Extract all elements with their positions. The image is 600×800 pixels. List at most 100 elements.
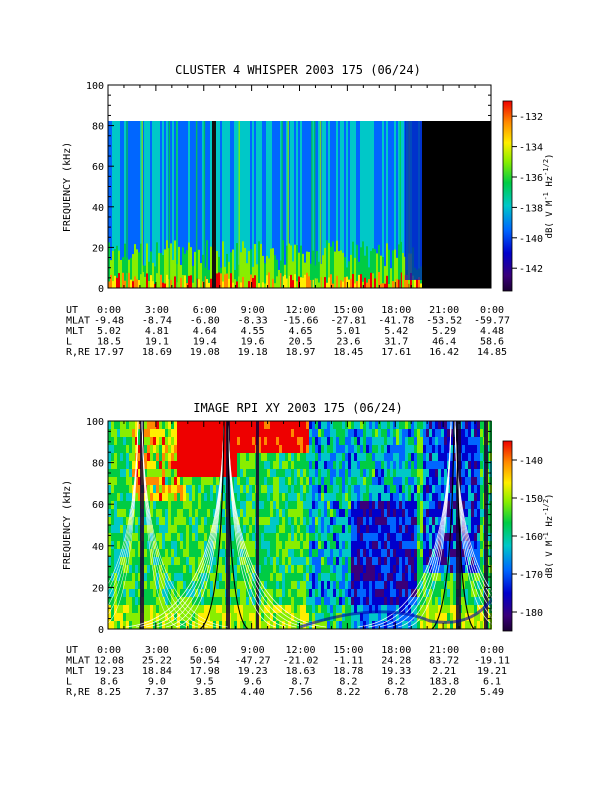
spectrogram-cell	[342, 509, 345, 518]
spectrogram-cell	[126, 525, 129, 534]
spectrogram-cell	[147, 421, 150, 430]
spectrogram-cell	[258, 453, 261, 462]
spectrogram-cell	[282, 621, 285, 630]
spectrogram-cell	[246, 437, 249, 446]
spectrogram-cell	[153, 453, 156, 462]
spectrogram-band	[282, 240, 284, 288]
spectrogram-column	[218, 121, 220, 288]
spectrogram-cell	[288, 437, 291, 446]
spectrogram-cell	[174, 557, 177, 566]
spectrogram-column	[262, 121, 264, 288]
spectrogram-cell	[207, 613, 210, 622]
spectrogram-band	[312, 279, 314, 288]
spectrogram-cell	[231, 477, 234, 486]
spectrogram-cell	[345, 549, 348, 558]
spectrogram-cell	[330, 541, 333, 550]
spectrogram-band	[150, 275, 152, 288]
spectrogram-cell	[138, 509, 141, 518]
spectrogram-cell	[432, 613, 435, 622]
spectrogram-cell	[264, 493, 267, 502]
spectrogram-cell	[384, 493, 387, 502]
spectrogram-cell	[447, 533, 450, 542]
spectrogram-cell	[279, 461, 282, 470]
spectrogram-cell	[171, 501, 174, 510]
spectrogram-cell	[270, 581, 273, 590]
spectrogram-cell	[165, 589, 168, 598]
spectrogram-cell	[294, 429, 297, 438]
spectrogram-cell	[231, 429, 234, 438]
spectrogram-cell	[246, 517, 249, 526]
spectrogram-cell	[384, 541, 387, 550]
spectrogram-cell	[408, 589, 411, 598]
spectrogram-cell	[462, 613, 465, 622]
spectrogram-cell	[231, 533, 234, 542]
spectrogram-cell	[342, 525, 345, 534]
spectrogram-cell	[282, 573, 285, 582]
spectrogram-cell	[267, 453, 270, 462]
spectrogram-band	[296, 281, 298, 288]
spectrogram-cell	[447, 565, 450, 574]
spectrogram-cell	[222, 493, 225, 502]
spectrogram-band	[192, 282, 194, 288]
spectrogram-band	[364, 255, 366, 288]
spectrogram-cell	[411, 565, 414, 574]
spectrogram-cell	[153, 477, 156, 486]
spectrogram-cell	[348, 581, 351, 590]
ephemeris-value: 21:00	[429, 305, 459, 316]
spectrogram-cell	[288, 429, 291, 438]
spectrogram-band	[124, 243, 126, 288]
spectrogram-cell	[318, 493, 321, 502]
spectrogram-cell	[366, 605, 369, 614]
spectrogram-cell	[357, 613, 360, 622]
spectrogram-cell	[378, 437, 381, 446]
spectrogram-cell	[246, 501, 249, 510]
ephemeris-label: L	[66, 677, 72, 688]
spectrogram-cell	[210, 421, 213, 430]
spectrogram-cell	[129, 597, 132, 606]
spectrogram-column	[342, 121, 344, 288]
spectrogram-cell	[162, 517, 165, 526]
spectrogram-cell	[414, 621, 417, 630]
spectrogram-column	[110, 121, 112, 288]
spectrogram-cell	[321, 477, 324, 486]
spectrogram-cell	[108, 453, 111, 462]
spectrogram-cell	[408, 525, 411, 534]
spectrogram-cell	[174, 533, 177, 542]
y-tick-label: 0	[98, 284, 104, 295]
spectrogram-cell	[378, 469, 381, 478]
ephemeris-value: 19.23	[238, 666, 268, 677]
spectrogram-cell	[405, 541, 408, 550]
spectrogram-cell	[426, 517, 429, 526]
spectrogram-cell	[294, 477, 297, 486]
spectrogram-band	[156, 273, 158, 288]
spectrogram-cell	[252, 469, 255, 478]
spectrogram-cell	[186, 597, 189, 606]
spectrogram-cell	[162, 541, 165, 550]
spectrogram-cell	[441, 589, 444, 598]
spectrogram-cell	[291, 421, 294, 430]
spectrogram-cell	[363, 613, 366, 622]
spectrogram-cell	[327, 453, 330, 462]
spectrogram-cell	[315, 549, 318, 558]
spectrogram-band	[108, 242, 110, 288]
spectrogram-cell	[321, 581, 324, 590]
spectrogram-cell	[129, 613, 132, 622]
spectrogram-cell	[297, 517, 300, 526]
spectrogram-cell	[240, 501, 243, 510]
spectrogram-cell	[372, 533, 375, 542]
spectrogram-column	[222, 121, 224, 288]
spectrogram-cell	[222, 517, 225, 526]
spectrogram-cell	[204, 501, 207, 510]
ephemeris-value: 8.7	[291, 677, 309, 688]
spectrogram-cell	[132, 605, 135, 614]
spectrogram-cell	[210, 581, 213, 590]
spectrogram-cell	[285, 597, 288, 606]
spectrogram-band	[142, 272, 144, 288]
spectrogram-cell	[207, 581, 210, 590]
spectrogram-cell	[138, 597, 141, 606]
spectrogram-cell	[189, 429, 192, 438]
spectrogram-cell	[348, 429, 351, 438]
spectrogram-cell	[393, 557, 396, 566]
spectrogram-cell	[318, 445, 321, 454]
colorbar-tick-label: -180	[519, 608, 543, 619]
